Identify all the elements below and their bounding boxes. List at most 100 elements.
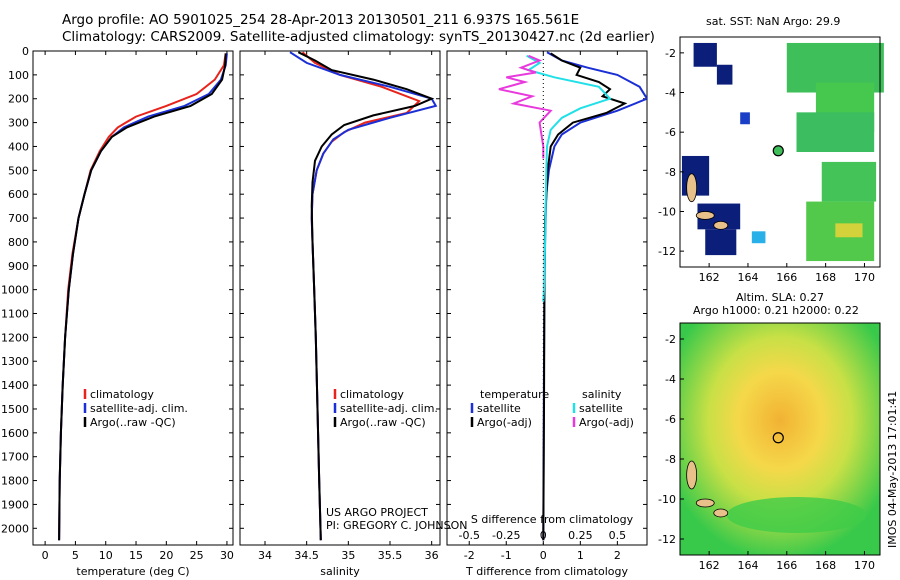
- y-tick-label: 1800: [1, 475, 29, 488]
- map-lat-label: -2: [665, 333, 676, 346]
- sst-data-block: [835, 223, 863, 238]
- legend-label: satellite-adj. clim.: [90, 402, 188, 415]
- sla-low-band: [726, 497, 867, 533]
- series-sal-argo-adj-: [498, 54, 553, 159]
- legend-label: satellite: [579, 402, 623, 415]
- y-tick-label: 800: [8, 236, 29, 249]
- map-lon-label: 168: [815, 559, 836, 572]
- y-tick-label: 2000: [1, 522, 29, 535]
- map-lon-label: 166: [776, 271, 797, 284]
- x-tick-label-1: 34: [258, 549, 272, 562]
- sst-data-block: [821, 161, 877, 202]
- legend-label: Argo(..raw -QC): [340, 416, 426, 429]
- island: [686, 173, 698, 203]
- map-frame: [679, 322, 881, 556]
- y-tick-label: 1900: [1, 498, 29, 511]
- sst-map: [679, 36, 884, 268]
- y-tick-label: 500: [8, 164, 29, 177]
- y-tick-label: 0: [22, 45, 29, 58]
- x-tick-top-label: 0.25: [568, 529, 593, 542]
- map-lon-label: 164: [737, 271, 758, 284]
- x-tick-label-2: -1: [501, 549, 512, 562]
- island: [713, 220, 729, 230]
- series-satellite-adj-clim-: [289, 51, 438, 541]
- x-tick-label-2: -2: [464, 549, 475, 562]
- map-lon-label: 170: [854, 559, 875, 572]
- x-tick-label-0: 10: [99, 549, 113, 562]
- y-tick-label: 1200: [1, 331, 29, 344]
- y-tick-label: 400: [8, 140, 29, 153]
- credit-pi: PI: GREGORY C. JOHNSON: [326, 519, 468, 532]
- map-lat-label: -2: [665, 47, 676, 60]
- y-tick-label: 100: [8, 69, 29, 82]
- x-tick-label-1: 35: [341, 549, 355, 562]
- map-lon-label: 168: [815, 271, 836, 284]
- x-axis-label-1: salinity: [320, 565, 360, 578]
- panel-frame-1: [239, 50, 441, 546]
- y-tick-label: 1000: [1, 284, 29, 297]
- legend-label: satellite-adj. clim.: [340, 402, 438, 415]
- y-tick-label: 1300: [1, 355, 29, 368]
- y-tick-label: 1500: [1, 403, 29, 416]
- sla-map: [679, 322, 881, 556]
- x-tick-label-0: 0: [42, 549, 49, 562]
- x-tick-label-0: 20: [159, 549, 173, 562]
- island: [713, 508, 729, 518]
- profile-title: Argo profile: AO 5901025_254 28-Apr-2013…: [62, 12, 580, 28]
- series-argo-raw-qc-: [58, 53, 227, 541]
- x-tick-top-label: -0.25: [492, 529, 520, 542]
- argo-position-marker: [772, 145, 784, 157]
- y-tick-label: 700: [8, 212, 29, 225]
- map-lat-label: -12: [658, 533, 676, 546]
- series-satellite: [542, 51, 647, 541]
- island: [686, 460, 698, 490]
- x-tick-label-2: 1: [577, 549, 584, 562]
- map-frame: [679, 36, 881, 268]
- series-climatology: [58, 53, 227, 541]
- x-tick-label-1: 36: [425, 549, 439, 562]
- map-lon-label: 170: [854, 271, 875, 284]
- legend-label: climatology: [340, 388, 404, 401]
- map-lat-label: -8: [665, 166, 676, 179]
- sst-data-block: [751, 231, 766, 244]
- island: [695, 211, 715, 220]
- map-lon-label: 162: [699, 559, 720, 572]
- y-tick-label: 600: [8, 188, 29, 201]
- credit-project: US ARGO PROJECT: [326, 506, 428, 519]
- x-tick-label-2: 0: [540, 549, 547, 562]
- map-lat-label: -6: [665, 126, 676, 139]
- sst-data-block: [705, 229, 737, 256]
- x-tick-label-0: 25: [190, 549, 204, 562]
- sst-data-block: [716, 64, 733, 85]
- series-argo-adj-: [542, 52, 628, 541]
- sst-map-title: sat. SST: NaN Argo: 29.9: [706, 15, 841, 28]
- x-tick-label-0: 5: [72, 549, 79, 562]
- legend-label: Argo(..raw -QC): [90, 416, 176, 429]
- sst-data-block: [740, 112, 750, 125]
- map-lon-label: 164: [737, 559, 758, 572]
- sst-data-block: [693, 42, 717, 67]
- map-lat-label: -4: [665, 87, 676, 100]
- sst-data-block: [796, 112, 875, 152]
- climatology-title: Climatology: CARS2009. Satellite-adjuste…: [62, 29, 655, 45]
- y-tick-label: 900: [8, 260, 29, 273]
- map-lon-label: 166: [776, 559, 797, 572]
- x-axis-label-0: temperature (deg C): [76, 565, 189, 578]
- panel-frame-0: [32, 50, 234, 546]
- sla-map-title-1: Altim. SLA: 0.27: [736, 291, 825, 304]
- island: [695, 498, 715, 508]
- y-tick-label: 300: [8, 117, 29, 130]
- x-tick-top-label: 0.5: [609, 529, 627, 542]
- legend-label: climatology: [90, 388, 154, 401]
- x-tick-label-0: 30: [220, 549, 234, 562]
- x-axis-label-2: T difference from climatology: [465, 565, 628, 578]
- legend-label: Argo(-adj): [477, 416, 532, 429]
- x-axis-top-label: S difference from climatology: [471, 513, 634, 526]
- y-tick-label: 1600: [1, 427, 29, 440]
- map-lat-label: -6: [665, 413, 676, 426]
- y-tick-label: 1100: [1, 308, 29, 321]
- map-lat-label: -10: [658, 205, 676, 218]
- x-tick-top-label: 0: [540, 529, 547, 542]
- map-lat-label: -8: [665, 453, 676, 466]
